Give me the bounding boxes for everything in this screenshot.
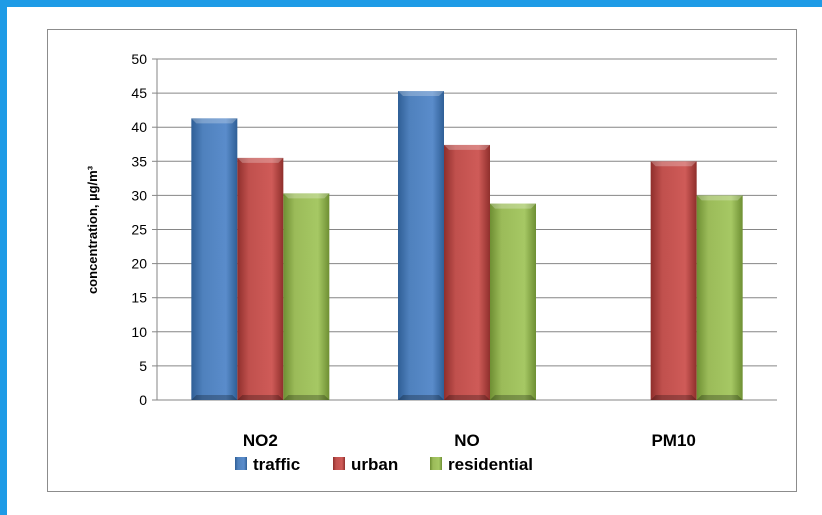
y-tick-label: 15 [131, 290, 147, 306]
bar-bevel-bottom [490, 395, 536, 400]
bar-bevel-top [490, 203, 536, 209]
y-axis-title: concentration, µg/m³ [85, 165, 100, 294]
bar [490, 203, 536, 400]
legend-item-traffic: traffic [235, 455, 300, 474]
bar-bevel-top [283, 193, 330, 199]
legend-swatch [333, 457, 345, 470]
y-tick-label: 10 [131, 324, 147, 340]
bar-residential-PM10 [696, 195, 743, 400]
bar-urban-NO [444, 144, 490, 400]
bar-bevel-bottom [444, 395, 490, 400]
bar-bevel-bottom [650, 395, 697, 400]
x-category-label: PM10 [651, 431, 695, 450]
bar-traffic-NO [398, 91, 444, 400]
bar-bevel-bottom [696, 395, 743, 400]
y-tick-label: 30 [131, 187, 147, 203]
bar-bevel-top [650, 161, 697, 167]
legend-label: urban [351, 455, 398, 474]
bar [283, 193, 330, 400]
bar-bevel-bottom [283, 395, 330, 400]
bar-bevel-bottom [398, 395, 444, 400]
bar-bevel-top [444, 144, 490, 150]
y-tick-label: 25 [131, 222, 147, 238]
legend-swatch [235, 457, 247, 470]
category-labels: NO2 NO PM10 [243, 431, 696, 450]
legend-swatch [430, 457, 442, 470]
y-tick-label: 5 [139, 358, 147, 374]
y-tick-label: 35 [131, 153, 147, 169]
bar-traffic-NO2 [191, 118, 238, 401]
bars [191, 91, 743, 401]
legend-label: traffic [253, 455, 300, 474]
bar [696, 195, 743, 400]
bar-bevel-top [696, 195, 743, 201]
y-tick-label: 0 [139, 392, 147, 408]
x-category-label: NO2 [243, 431, 278, 450]
legend-item-residential: residential [430, 455, 533, 474]
legend-label: residential [448, 455, 533, 474]
y-tick-label: 40 [131, 119, 147, 135]
bar-urban-NO2 [237, 157, 284, 400]
bar [650, 161, 697, 400]
frame-left-border [0, 0, 7, 515]
bar-bevel-top [191, 118, 238, 124]
frame-top-border [0, 0, 822, 7]
bar [237, 157, 284, 400]
bar-bevel-bottom [237, 395, 284, 400]
legend-item-urban: urban [333, 455, 398, 474]
bar [444, 144, 490, 400]
y-tick-label: 20 [131, 256, 147, 272]
bar [191, 118, 238, 401]
bar-bevel-top [398, 91, 444, 97]
bar-bevel-top [237, 157, 284, 163]
bar-bevel-bottom [191, 395, 238, 400]
bar-residential-NO2 [283, 193, 330, 400]
legend: traffic urban residential [235, 455, 533, 474]
y-tick-label: 45 [131, 85, 147, 101]
bar-urban-PM10 [650, 161, 697, 400]
bar-residential-NO [490, 203, 536, 400]
x-category-label: NO [454, 431, 480, 450]
bar [398, 91, 444, 400]
y-tick-label: 50 [131, 51, 147, 67]
